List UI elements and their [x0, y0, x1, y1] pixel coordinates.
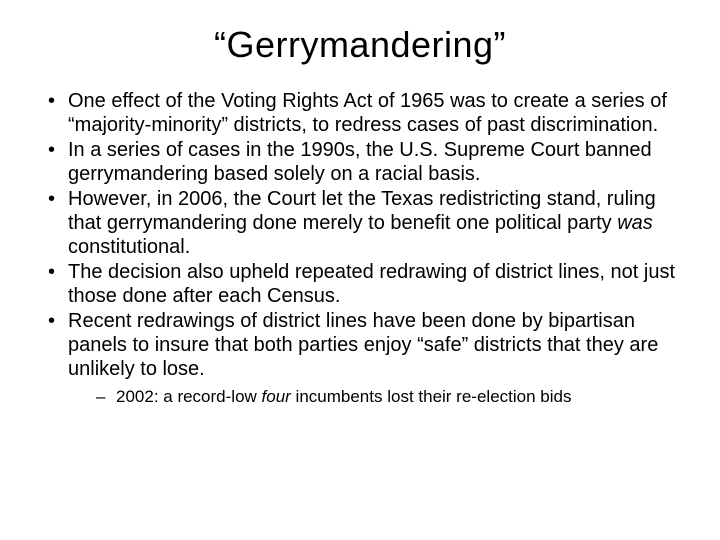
slide-title: “Gerrymandering”: [40, 24, 680, 66]
bullet-text: The decision also upheld repeated redraw…: [68, 261, 675, 307]
bullet-item: Recent redrawings of district lines have…: [40, 310, 680, 407]
bullet-text: Recent redrawings of district lines have…: [68, 310, 658, 379]
bullet-item: The decision also upheld repeated redraw…: [40, 261, 680, 308]
bullet-item: One effect of the Voting Rights Act of 1…: [40, 90, 680, 137]
sub-bullet-text: 2002: a record-low: [116, 387, 262, 406]
sub-bullet-list: 2002: a record-low four incumbents lost …: [68, 387, 680, 407]
sub-bullet-item: 2002: a record-low four incumbents lost …: [68, 387, 680, 407]
bullet-list: One effect of the Voting Rights Act of 1…: [40, 90, 680, 408]
bullet-item: In a series of cases in the 1990s, the U…: [40, 139, 680, 186]
bullet-item: However, in 2006, the Court let the Texa…: [40, 188, 680, 259]
sub-bullet-text-emphasis: four: [262, 387, 291, 406]
bullet-text: However, in 2006, the Court let the Texa…: [68, 188, 656, 234]
bullet-text: In a series of cases in the 1990s, the U…: [68, 139, 652, 185]
bullet-text: constitutional.: [68, 236, 190, 258]
sub-bullet-text: incumbents lost their re-election bids: [291, 387, 572, 406]
bullet-text-emphasis: was: [617, 212, 653, 234]
bullet-text: One effect of the Voting Rights Act of 1…: [68, 90, 667, 136]
